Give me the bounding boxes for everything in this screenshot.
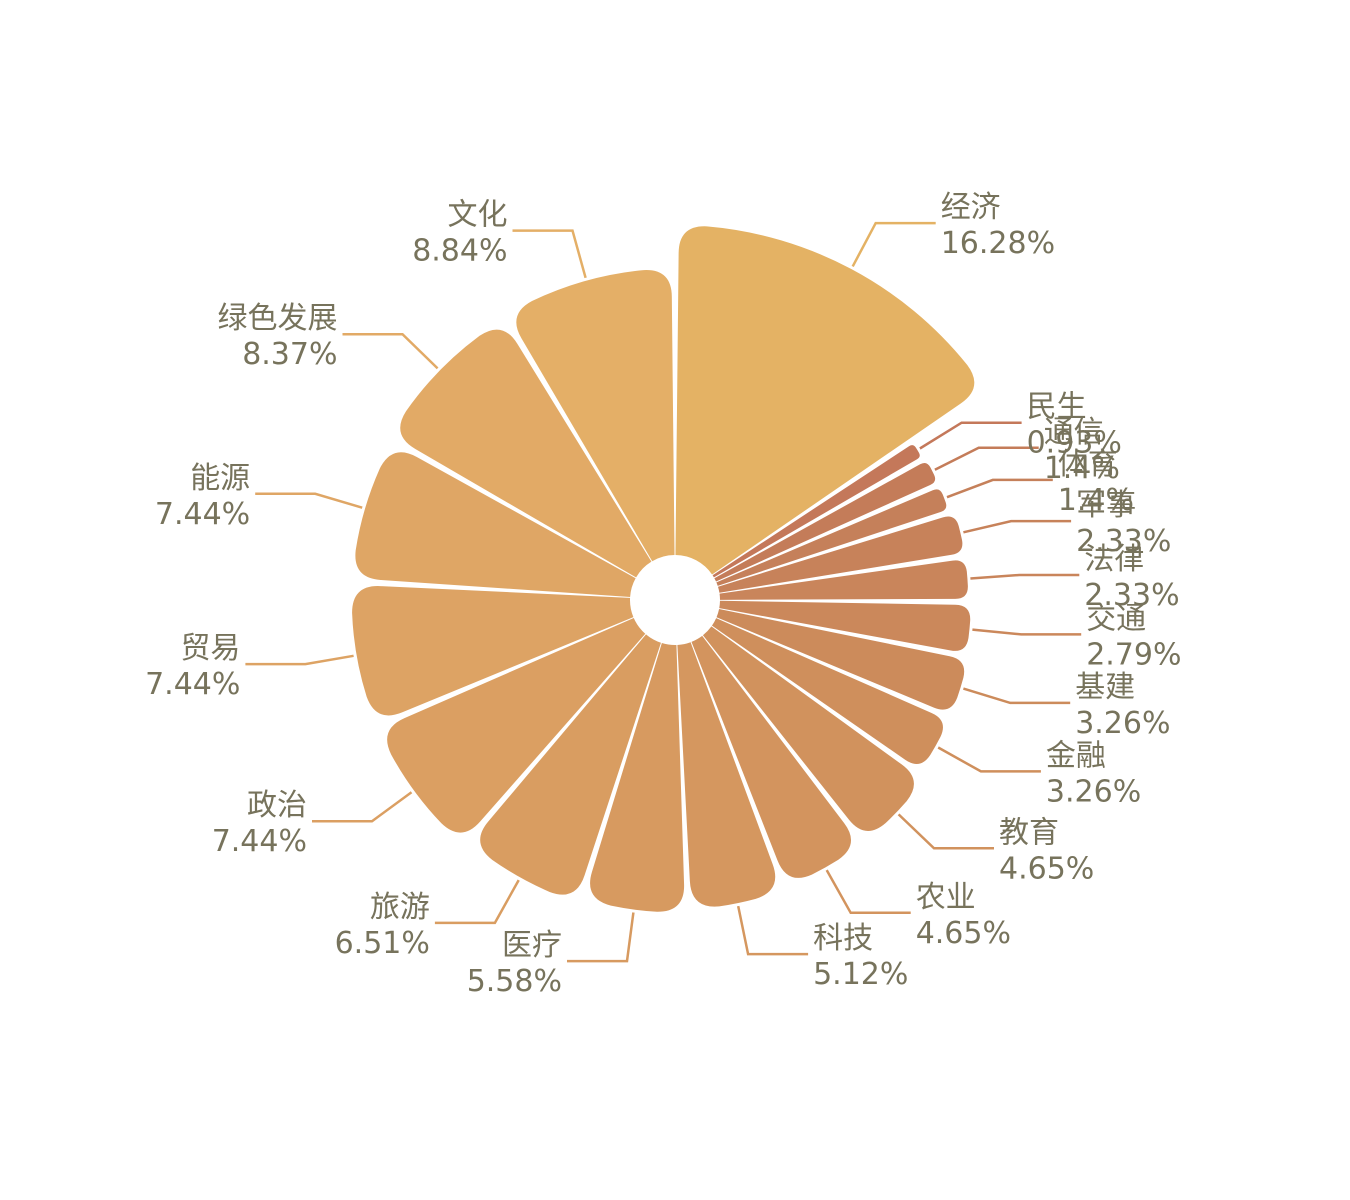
leader-line-1 <box>851 221 936 267</box>
category-label-13: 医疗 <box>502 928 562 963</box>
value-label-8: 3.26% <box>1075 706 1170 741</box>
labels-group: 经济16.28%民生0.93%通信1.4%体育1.4%军事2.33%法律2.33… <box>145 190 1181 999</box>
value-label-13: 5.58% <box>467 964 562 999</box>
category-label-16: 贸易 <box>180 631 240 666</box>
value-label-17: 7.44% <box>155 497 250 532</box>
category-label-12: 科技 <box>813 921 873 956</box>
value-label-5: 2.33% <box>1076 524 1171 559</box>
leader-line-8 <box>963 687 1071 705</box>
slice-11 <box>691 635 852 878</box>
leader-line-15 <box>312 791 413 823</box>
leader-line-2 <box>919 421 1022 450</box>
slice-12 <box>677 642 776 907</box>
category-label-6: 法律 <box>1084 542 1144 577</box>
category-label-7: 交通 <box>1086 601 1146 636</box>
slice-18 <box>400 329 652 578</box>
leader-line-17 <box>255 492 363 509</box>
category-label-1: 经济 <box>941 190 1001 225</box>
leader-line-10 <box>897 813 994 850</box>
category-label-17: 能源 <box>190 461 250 496</box>
leader-line-7 <box>972 628 1082 636</box>
value-label-10: 4.65% <box>999 851 1094 886</box>
value-label-6: 2.33% <box>1084 578 1179 613</box>
value-label-2: 0.93% <box>1027 426 1122 461</box>
slice-6 <box>719 560 968 600</box>
slice-8 <box>716 609 965 710</box>
category-label-15: 政治 <box>247 788 307 823</box>
value-label-11: 4.65% <box>916 916 1011 951</box>
category-label-18: 绿色发展 <box>218 301 338 336</box>
category-label-8: 基建 <box>1075 670 1135 705</box>
value-label-1: 16.28% <box>941 226 1055 261</box>
category-label-2: 民生 <box>1027 390 1087 425</box>
slice-2 <box>712 445 920 578</box>
slice-10 <box>702 626 914 832</box>
leader-line-6 <box>970 573 1080 580</box>
leader-line-4 <box>946 478 1053 499</box>
value-label-16: 7.44% <box>145 667 240 702</box>
category-label-14: 旅游 <box>370 890 430 925</box>
value-label-3: 1.4% <box>1044 451 1120 486</box>
category-label-3: 通信 <box>1044 415 1104 450</box>
slice-3 <box>714 462 936 582</box>
leader-line-16 <box>245 654 354 666</box>
value-label-18: 8.37% <box>242 337 337 372</box>
leader-line-12 <box>736 905 809 956</box>
slice-19 <box>516 270 675 562</box>
leader-line-5 <box>963 519 1072 534</box>
leader-line-18 <box>342 332 439 370</box>
category-label-19: 文化 <box>448 198 508 233</box>
value-label-7: 2.79% <box>1086 637 1181 672</box>
category-label-11: 农业 <box>916 880 976 915</box>
leader-lines-group <box>245 221 1082 963</box>
slice-4 <box>716 489 947 586</box>
leader-line-13 <box>567 912 635 963</box>
leader-line-14 <box>434 879 520 925</box>
category-label-9: 金融 <box>1046 738 1106 773</box>
slice-16 <box>352 586 634 716</box>
category-label-5: 军事 <box>1076 488 1136 523</box>
value-label-14: 6.51% <box>335 926 430 961</box>
slice-5 <box>718 516 963 593</box>
value-label-19: 8.84% <box>412 234 507 269</box>
slice-17 <box>355 452 636 597</box>
slice-14 <box>480 634 661 895</box>
slice-9 <box>711 618 943 765</box>
value-label-12: 5.12% <box>813 957 908 992</box>
leader-line-19 <box>512 229 587 279</box>
slice-7 <box>719 600 971 651</box>
slice-15 <box>387 618 646 833</box>
leader-line-3 <box>934 446 1039 471</box>
value-label-4: 1.4% <box>1058 483 1134 518</box>
leader-line-9 <box>937 746 1041 773</box>
category-label-4: 体育 <box>1058 447 1118 482</box>
category-label-10: 教育 <box>999 815 1059 850</box>
slice-1 <box>675 226 975 575</box>
slice-13 <box>590 643 685 912</box>
leader-line-11 <box>825 869 911 915</box>
slices-group <box>352 226 975 912</box>
value-label-9: 3.26% <box>1046 774 1141 809</box>
value-label-15: 7.44% <box>212 824 307 859</box>
